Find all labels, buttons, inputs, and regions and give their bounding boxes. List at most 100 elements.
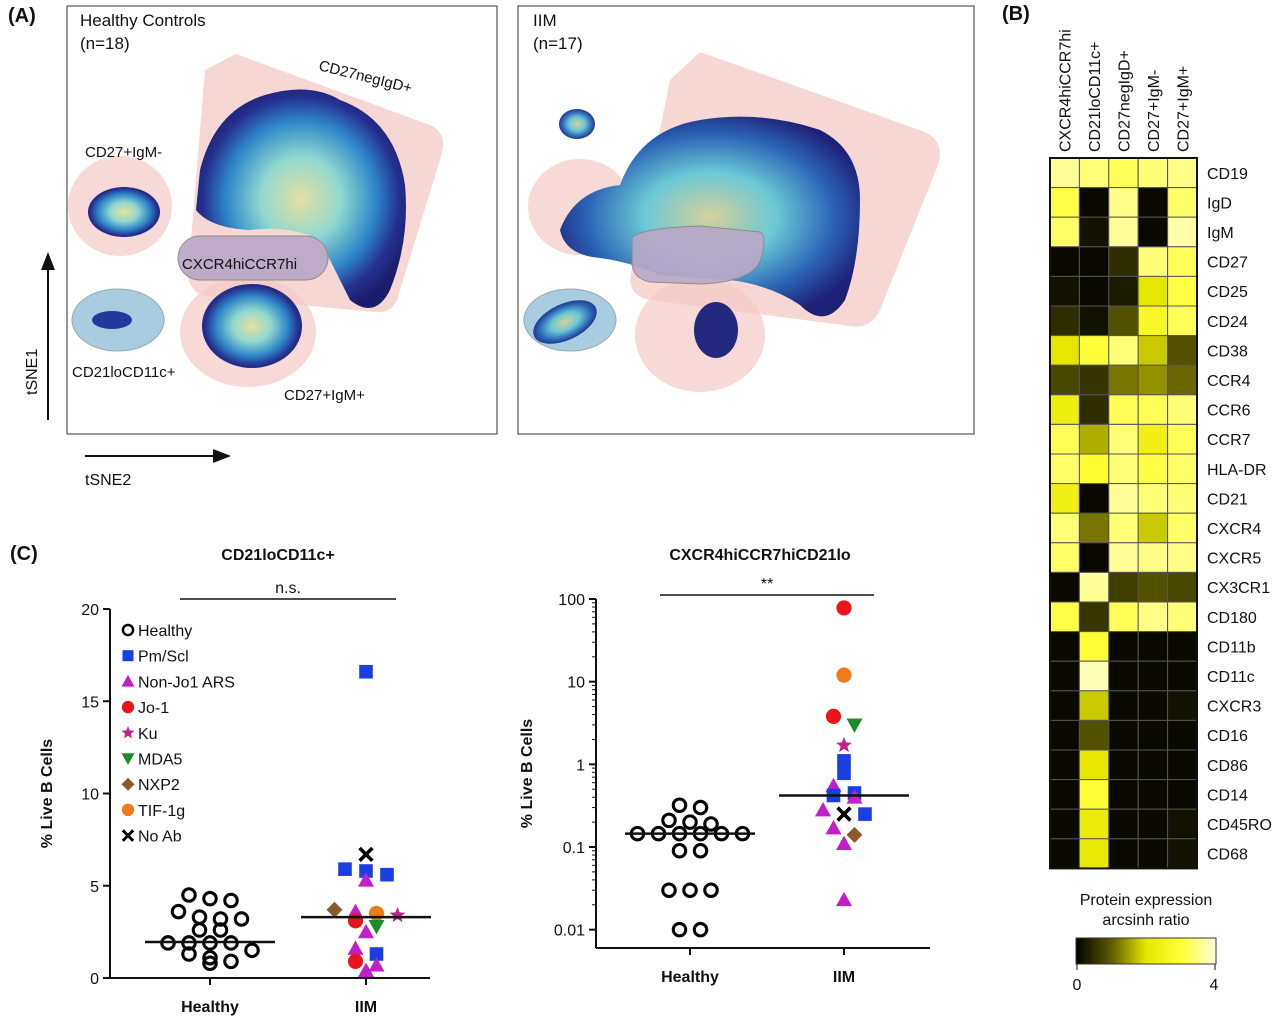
tsne2-arrow-head xyxy=(213,449,231,463)
heatmap-cell xyxy=(1049,187,1080,218)
data-point xyxy=(244,942,260,959)
heatmap-cell xyxy=(1049,453,1080,485)
heatmap-cell xyxy=(1078,364,1110,396)
data-point xyxy=(191,909,208,925)
y-tick-label: 0 xyxy=(90,971,99,988)
heatmap-cell xyxy=(1108,779,1139,810)
density-igm-pos-iim xyxy=(694,302,738,358)
tsne-healthy-title: Healthy Controls xyxy=(80,11,206,30)
legend-label: Non-Jo1 ARS xyxy=(138,674,235,691)
heatmap-cell xyxy=(1049,838,1080,869)
heatmap-cell xyxy=(1137,423,1169,455)
heatmap-cell xyxy=(1049,660,1080,692)
heatmap-row-label: CD38 xyxy=(1207,343,1248,360)
heatmap-cell xyxy=(1137,275,1169,307)
legend-marker xyxy=(121,674,135,687)
legend-label: Healthy xyxy=(138,623,192,640)
heatmap-row-label: CXCR4 xyxy=(1207,521,1261,538)
heatmap-cell xyxy=(1137,512,1169,544)
heatmap-cell xyxy=(1049,394,1080,425)
y-tick-label: 100 xyxy=(558,592,585,609)
legend-marker xyxy=(122,650,134,662)
heatmap-cell xyxy=(1078,335,1110,366)
heatmap-cell xyxy=(1108,542,1139,573)
data-point xyxy=(692,843,709,859)
x-tick-label: Healthy xyxy=(661,969,719,986)
heatmap-row-label: IgD xyxy=(1207,195,1232,212)
legend-label: No Ab xyxy=(138,829,182,846)
data-point xyxy=(836,736,852,753)
y-axis-label: % Live B Cells xyxy=(519,719,536,828)
heatmap-cell xyxy=(1108,246,1139,277)
data-point xyxy=(836,600,852,616)
data-point xyxy=(223,892,239,909)
heatmap-cell xyxy=(1137,364,1169,396)
heatmap-cell xyxy=(1108,335,1139,366)
heatmap-cell xyxy=(1049,157,1080,189)
data-point xyxy=(170,903,187,920)
heatmap: CD19 IgD IgM CD27 CD25 CD24 CD38 CCR4 CCR6 CCR7 HL… xyxy=(1049,29,1272,870)
x-tick-label: Healthy xyxy=(181,999,239,1016)
data-point xyxy=(338,862,352,876)
data-point xyxy=(347,953,364,969)
chart-title: CXCR4hiCCR7hiCD21lo xyxy=(669,547,851,564)
density-igm-pos-healthy xyxy=(202,284,302,368)
heatmap-cell xyxy=(1049,335,1080,366)
data-point xyxy=(368,919,385,935)
legend: Healthy Pm/Scl Non-Jo1 ARS Jo-1 Ku MDA5 NXP2 TI… xyxy=(121,623,235,846)
heatmap-cell xyxy=(1078,749,1110,781)
heatmap-cell xyxy=(1108,394,1139,425)
heatmap-cell xyxy=(1167,601,1198,633)
heatmap-row-label: CXCR5 xyxy=(1207,551,1261,568)
colorbar-title-1: Protein expression xyxy=(1080,892,1213,909)
data-point xyxy=(212,922,229,938)
label-cd27pos-igm-neg: CD27+IgM- xyxy=(85,144,162,161)
heatmap-cell xyxy=(1108,187,1139,218)
legend-marker xyxy=(121,829,135,842)
heatmap-row-label: CD16 xyxy=(1207,728,1248,745)
heatmap-cell xyxy=(1078,808,1110,840)
heatmap-cell xyxy=(1078,512,1110,544)
data-point xyxy=(358,872,374,887)
heatmap-column-label: CD27+IgM- xyxy=(1146,70,1163,152)
data-point xyxy=(358,962,374,978)
y-tick-label: 10 xyxy=(567,675,585,692)
data-point xyxy=(837,754,851,768)
heatmap-cell xyxy=(1049,631,1080,662)
heatmap-border xyxy=(1049,157,1198,870)
heatmap-cell xyxy=(1108,749,1139,781)
y-tick-label: 5 xyxy=(90,879,99,896)
heatmap-cell xyxy=(1167,631,1198,662)
label-cxcr4hi-ccr7hi: CXCR4hiCCR7hi xyxy=(182,256,297,273)
heatmap-cell xyxy=(1049,542,1080,573)
heatmap-cell xyxy=(1108,512,1139,544)
data-point xyxy=(347,940,364,955)
data-point xyxy=(836,891,852,907)
colorbar xyxy=(1075,937,1217,965)
heatmap-cell xyxy=(1108,216,1139,248)
heatmap-cell xyxy=(1108,157,1139,189)
heatmap-row-label: CD11c xyxy=(1207,669,1255,686)
data-point xyxy=(836,806,852,822)
heatmap-cell xyxy=(1167,512,1198,544)
heatmap-cell xyxy=(1167,483,1198,514)
heatmap-row-label: CCR4 xyxy=(1207,373,1251,390)
panel-letter-a: (A) xyxy=(8,5,36,27)
heatmap-row-label: CD27 xyxy=(1207,255,1248,272)
heatmap-cell xyxy=(1049,275,1080,307)
density-main-healthy xyxy=(196,89,406,308)
heatmap-cell xyxy=(1167,719,1198,751)
heatmap-cell xyxy=(1108,601,1139,633)
heatmap-cell xyxy=(1167,246,1198,277)
data-point xyxy=(181,887,197,903)
heatmap-cell xyxy=(1078,779,1110,810)
heatmap-cell xyxy=(1049,423,1080,455)
y-tick-label: 0.01 xyxy=(554,923,585,940)
heatmap-cell xyxy=(1137,394,1169,425)
data-point xyxy=(389,906,406,923)
heatmap-cell xyxy=(1108,364,1139,396)
y-tick-label: 20 xyxy=(81,602,99,619)
density-cd21lo-iim xyxy=(533,300,597,344)
heatmap-cell xyxy=(1137,690,1169,721)
heatmap-cell xyxy=(1078,838,1110,869)
